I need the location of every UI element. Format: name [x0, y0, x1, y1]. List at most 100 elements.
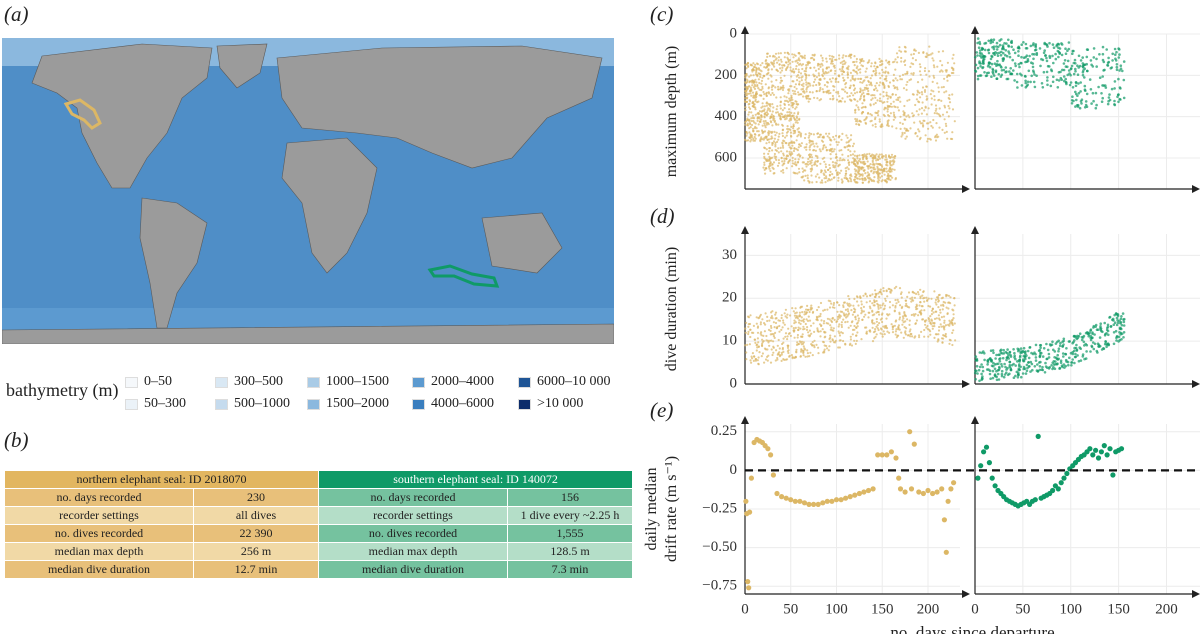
data-point [750, 355, 753, 358]
data-point [826, 135, 829, 138]
data-point [937, 86, 940, 89]
data-point [894, 116, 897, 119]
data-point [1017, 63, 1021, 66]
data-point [906, 334, 909, 337]
data-point [862, 305, 865, 308]
data-point [1041, 368, 1045, 372]
data-point [1059, 361, 1063, 365]
data-point [1016, 86, 1019, 89]
data-point [769, 329, 772, 332]
data-point [880, 293, 883, 296]
data-point [1023, 367, 1027, 371]
data-point [814, 154, 817, 157]
data-point [980, 52, 983, 55]
data-point [1074, 90, 1077, 94]
data-point [796, 317, 799, 320]
data-point [765, 167, 768, 170]
data-point [853, 60, 856, 64]
data-point [811, 501, 817, 507]
data-point [803, 146, 806, 149]
data-point [937, 338, 940, 341]
data-point [905, 83, 908, 86]
data-point [864, 326, 867, 329]
data-point [869, 154, 872, 158]
data-point [917, 51, 920, 54]
data-point [833, 148, 836, 151]
data-point [757, 134, 760, 137]
data-point [1017, 373, 1020, 376]
data-point [788, 114, 791, 117]
data-point [899, 292, 903, 296]
data-point [1070, 102, 1074, 105]
data-point [799, 135, 802, 138]
data-point [805, 165, 808, 168]
data-point [989, 377, 992, 381]
data-point [1065, 347, 1068, 350]
data-point [1096, 328, 1100, 332]
data-point [825, 177, 828, 180]
data-point [769, 74, 772, 77]
data-point [1115, 339, 1118, 342]
data-point [1002, 51, 1005, 55]
data-point [864, 177, 867, 180]
data-point [758, 316, 761, 319]
data-point [794, 83, 797, 86]
data-point [1018, 368, 1022, 372]
data-point [842, 339, 845, 343]
data-point [1087, 333, 1091, 336]
data-point [756, 85, 759, 88]
data-point [1024, 81, 1027, 85]
data-point [1064, 470, 1070, 477]
data-point [1047, 352, 1051, 356]
data-point [932, 118, 935, 122]
data-point [789, 131, 793, 134]
data-point [780, 359, 783, 362]
data-point [1104, 86, 1108, 89]
data-point [932, 74, 935, 77]
data-point [781, 132, 784, 135]
data-point [754, 341, 757, 344]
data-point [899, 121, 902, 124]
data-point [755, 349, 758, 352]
data-point [1071, 95, 1074, 98]
data-point [945, 124, 948, 128]
data-point [782, 171, 785, 174]
data-point [856, 490, 862, 497]
data-point [749, 92, 752, 95]
data-point [914, 322, 917, 325]
data-point [805, 308, 808, 311]
data-point [841, 56, 844, 59]
data-point [850, 92, 853, 95]
data-point [933, 95, 936, 98]
data-point [893, 324, 896, 327]
data-point [1058, 480, 1064, 486]
data-point [1064, 77, 1067, 81]
data-point [846, 95, 849, 98]
data-point [1093, 447, 1099, 453]
data-point [754, 113, 757, 116]
data-point [1015, 370, 1019, 374]
data-point [850, 309, 853, 312]
data-point [752, 102, 755, 105]
data-point [749, 74, 752, 77]
chart-e: daily median drift rate (m s⁻¹)no. days s… [643, 416, 1200, 634]
data-point [918, 63, 921, 66]
data-point [1031, 368, 1034, 372]
data-point [765, 113, 768, 117]
data-point [838, 346, 841, 349]
panel-e-label: (e) [650, 398, 674, 422]
data-point [1045, 70, 1049, 74]
series-northern [743, 45, 956, 184]
data-point [1063, 59, 1067, 62]
data-point [856, 165, 859, 168]
data-point [781, 326, 784, 329]
data-point [797, 321, 801, 324]
data-point [770, 68, 773, 71]
data-point [991, 369, 995, 373]
legend-swatch [125, 398, 138, 410]
data-point [892, 73, 895, 76]
data-point [842, 76, 845, 79]
data-point [752, 359, 755, 362]
data-point [748, 99, 751, 102]
data-point [808, 141, 811, 144]
